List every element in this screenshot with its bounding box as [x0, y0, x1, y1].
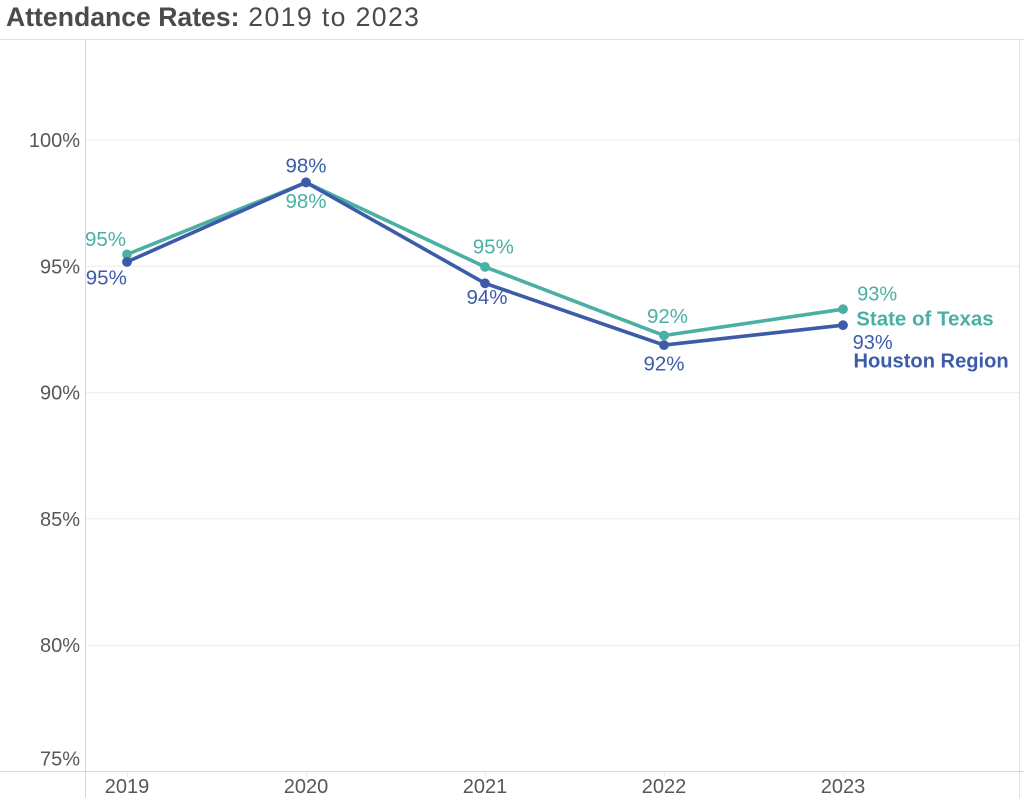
svg-text:2020: 2020 [284, 776, 329, 798]
svg-text:2023: 2023 [821, 776, 866, 798]
svg-text:98%: 98% [285, 155, 326, 178]
svg-text:75%: 75% [40, 749, 80, 771]
svg-text:State of Texas: State of Texas [856, 308, 993, 331]
svg-text:95%: 95% [86, 267, 127, 290]
svg-text:93%: 93% [853, 332, 893, 354]
svg-text:95%: 95% [473, 236, 514, 259]
svg-text:98%: 98% [285, 190, 326, 213]
svg-text:93%: 93% [857, 284, 897, 306]
svg-text:90%: 90% [40, 383, 80, 405]
svg-text:2019: 2019 [105, 776, 150, 798]
svg-text:2022: 2022 [642, 776, 687, 798]
svg-text:95%: 95% [85, 228, 126, 251]
svg-text:80%: 80% [40, 635, 80, 657]
svg-text:85%: 85% [40, 509, 80, 531]
svg-text:94%: 94% [466, 286, 507, 309]
svg-text:2021: 2021 [463, 776, 508, 798]
svg-text:92%: 92% [643, 353, 684, 376]
svg-text:92%: 92% [647, 305, 688, 328]
svg-text:Houston Region: Houston Region [854, 351, 1009, 373]
svg-text:95%: 95% [40, 256, 80, 278]
svg-text:100%: 100% [29, 130, 80, 152]
svg-text:Attendance Rates: 2019 to 2023: Attendance Rates: 2019 to 2023 [6, 2, 420, 32]
